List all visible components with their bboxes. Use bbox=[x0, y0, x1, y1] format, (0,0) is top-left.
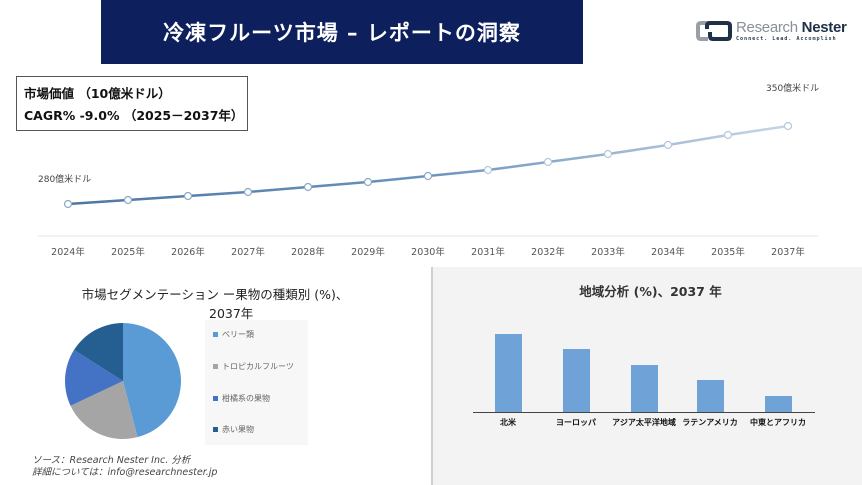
line-chart-plot bbox=[38, 121, 818, 237]
region-label: アジア太平洋地域 bbox=[612, 418, 676, 427]
pie-slice bbox=[123, 323, 181, 438]
x-axis-year-label: 2025年 bbox=[111, 247, 145, 258]
data-point-marker bbox=[363, 177, 373, 187]
legend-swatch-icon bbox=[213, 332, 218, 337]
x-axis-year-label: 2027年 bbox=[231, 247, 265, 258]
contact-text: 詳細については：info@researchnester.jp bbox=[32, 467, 218, 478]
legend-item: トロピカルフルーツ bbox=[213, 361, 294, 372]
region-label: ラテンアメリカ bbox=[682, 418, 738, 427]
legend-item: 赤い果物 bbox=[213, 424, 254, 435]
data-point-marker bbox=[783, 121, 793, 131]
start-value-annotation: 280億米ドル bbox=[38, 175, 92, 185]
data-point-marker bbox=[123, 195, 133, 205]
x-axis-year-label: 2026年 bbox=[171, 247, 205, 258]
x-axis-year-label: 2035年 bbox=[711, 247, 745, 258]
data-point-marker bbox=[723, 130, 733, 140]
research-nester-logo: Research Nester Connect. Lead. Accomplis… bbox=[696, 16, 856, 46]
source-text: ソース：Research Nester Inc. 分析 bbox=[32, 455, 191, 466]
bar-chart-baseline bbox=[473, 412, 815, 413]
legend-label: ベリー類 bbox=[222, 330, 254, 339]
market-value-label: 市場価値 （10億米ドル） bbox=[24, 86, 171, 101]
data-point-marker bbox=[423, 171, 433, 181]
x-axis-year-label: 2031年 bbox=[471, 247, 505, 258]
data-point-marker bbox=[243, 187, 253, 197]
fruit-type-pie-chart bbox=[62, 320, 184, 442]
data-point-marker bbox=[183, 191, 193, 201]
pie-slice bbox=[70, 381, 138, 439]
logo-mark-icon bbox=[696, 20, 732, 42]
data-point-marker bbox=[303, 182, 313, 192]
data-point-marker bbox=[543, 157, 553, 167]
region-label: 北米 bbox=[500, 418, 516, 427]
region-bar bbox=[495, 334, 522, 412]
legend-label: トロピカルフルーツ bbox=[222, 362, 294, 371]
market-info-box: 市場価値 （10億米ドル） CAGR% -9.0% （2025－2037年） bbox=[16, 76, 248, 131]
legend-swatch-icon bbox=[213, 396, 218, 401]
legend-swatch-icon bbox=[213, 364, 218, 369]
region-label: ヨーロッパ bbox=[556, 418, 596, 427]
region-bar bbox=[631, 365, 658, 412]
region-bar bbox=[765, 396, 792, 412]
logo-name: Research Nester bbox=[736, 18, 847, 36]
x-axis-year-label: 2037年 bbox=[771, 247, 805, 258]
logo-tagline: Connect. Lead. Accomplish bbox=[736, 35, 837, 42]
x-axis-year-label: 2032年 bbox=[531, 247, 565, 258]
data-point-marker bbox=[63, 199, 73, 209]
pie-slice bbox=[74, 323, 123, 381]
x-axis-year-label: 2028年 bbox=[291, 247, 325, 258]
legend-label: 柑橘系の果物 bbox=[222, 394, 270, 403]
regional-analysis-panel: 地域分析 (%)、2037 年 北米 ヨーロッパ アジア太平洋地域 ラテンアメリカ 中東… bbox=[431, 267, 862, 485]
pie-legend: ベリー類トロピカルフルーツ 柑橘系の果物 赤い果物 bbox=[205, 320, 308, 445]
segmentation-chart-year: 2037年 bbox=[209, 306, 254, 321]
cagr-label: CAGR% -9.0% （2025－2037年） bbox=[24, 108, 244, 123]
pie-slice bbox=[65, 349, 123, 406]
legend-item: 柑橘系の果物 bbox=[213, 393, 270, 404]
x-axis-year-label: 2034年 bbox=[651, 247, 685, 258]
regional-chart-title: 地域分析 (%)、2037 年 bbox=[579, 284, 722, 299]
data-point-marker bbox=[483, 165, 493, 175]
legend-item: ベリー類 bbox=[213, 329, 254, 340]
segmentation-chart-title: 市場セグメンテーション ー果物の種類別 (%)、 bbox=[81, 287, 349, 302]
x-axis-year-label: 2024年 bbox=[51, 247, 85, 258]
end-value-annotation: 350億米ドル bbox=[766, 84, 820, 94]
report-title-banner: 冷凍フルーツ市場 – レポートの洞察 bbox=[101, 0, 583, 64]
footer-source: ソース：Research Nester Inc. 分析 詳細については：info… bbox=[32, 455, 217, 479]
x-axis-year-label: 2029年 bbox=[351, 247, 385, 258]
legend-swatch-icon bbox=[213, 427, 218, 432]
report-title: 冷凍フルーツ市場 – レポートの洞察 bbox=[163, 21, 521, 45]
region-bar bbox=[563, 349, 590, 412]
data-point-marker bbox=[603, 149, 613, 159]
region-bar bbox=[697, 380, 724, 412]
legend-label: 赤い果物 bbox=[222, 425, 254, 434]
x-axis-year-label: 2030年 bbox=[411, 247, 445, 258]
region-label: 中東とアフリカ bbox=[750, 418, 806, 427]
data-point-marker bbox=[663, 140, 673, 150]
x-axis-year-label: 2033年 bbox=[591, 247, 625, 258]
